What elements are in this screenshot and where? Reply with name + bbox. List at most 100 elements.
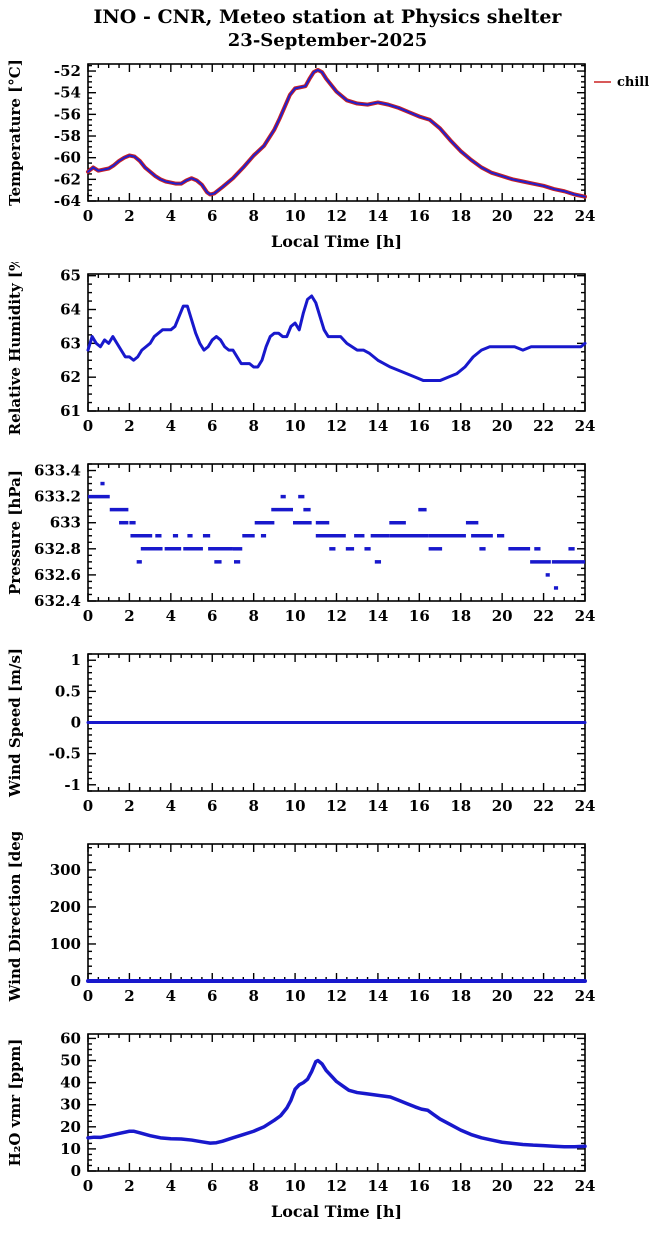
pressure-segments [88, 482, 585, 590]
y-tick-label: 633.2 [34, 488, 81, 506]
x-tick-label: 0 [83, 1177, 93, 1195]
chart-temperature: -64-62-60-58-56-54-520 2 4 6 8 10 12 14 16 18 20 22… [6, 59, 649, 251]
chart-title-line2: 23-September-2025 [227, 29, 428, 51]
plot-border [87, 273, 586, 413]
x-tick-label: 14 [367, 607, 388, 625]
y-tick-label: 65 [60, 267, 81, 285]
plot-border [87, 1033, 586, 1173]
x-tick-label: 22 [533, 797, 554, 815]
x-tick-label: 6 [207, 417, 217, 435]
x-tick-label: 18 [450, 987, 471, 1005]
x-tick-label: 2 [124, 987, 134, 1005]
panel-relative-humidity: 61 62 63 64 65 0 2 4 6 8 10 12 14 16 18 20 22 24 Relative … [0, 262, 655, 438]
y-tick-label: 100 [50, 935, 81, 953]
x-tick-label: 2 [124, 1177, 134, 1195]
chart-title: INO - CNR, Meteo station at Physics shel… [0, 0, 655, 52]
y-tick-label: -64 [54, 192, 81, 210]
x-tick-label: 8 [248, 987, 258, 1005]
chart-title-line1: INO - CNR, Meteo station at Physics shel… [93, 6, 562, 28]
x-tick-label: 24 [575, 987, 596, 1005]
x-tick-label: 20 [492, 1177, 513, 1195]
y-axis-label: Relative Humidity [%] [6, 262, 24, 435]
y-tick-label: -60 [54, 149, 81, 167]
y-tick-label: 50 [60, 1052, 81, 1070]
x-tick-label: 8 [248, 607, 258, 625]
x-tick-label: 22 [533, 207, 554, 225]
x-tick-label: 4 [166, 417, 176, 435]
plot-border [87, 463, 586, 603]
x-tick-label: 16 [409, 1177, 430, 1195]
x-tick-label: 8 [248, 797, 258, 815]
x-tick-label: 18 [450, 797, 471, 815]
x-tick-label: 6 [207, 607, 217, 625]
x-tick-label: 2 [124, 607, 134, 625]
x-tick-label: 24 [575, 417, 596, 435]
y-axis-label: Temperature [°C] [6, 59, 24, 206]
x-tick-label: 10 [285, 607, 306, 625]
series-line-temperature [87, 69, 586, 198]
x-tick-label: 10 [285, 417, 306, 435]
plot-border [87, 63, 586, 203]
x-tick-label: 24 [575, 1177, 596, 1195]
x-tick-label: 2 [124, 207, 134, 225]
x-tick-label: 6 [207, 987, 217, 1005]
x-tick-label: 14 [367, 1177, 388, 1195]
x-tick-label: 10 [285, 797, 306, 815]
x-tick-label: 18 [450, 1177, 471, 1195]
y-tick-label: 40 [60, 1074, 81, 1092]
y-tick-label: 61 [60, 402, 81, 420]
y-tick-label: -1 [64, 776, 81, 794]
x-tick-label: 4 [166, 607, 176, 625]
y-tick-label: -54 [54, 84, 81, 102]
y-tick-label: 0 [71, 972, 81, 990]
x-tick-label: 14 [367, 797, 388, 815]
y-axis-label: Wind Speed [m/s] [6, 648, 24, 798]
x-tick-label: 2 [124, 797, 134, 815]
x-tick-label: 10 [285, 987, 306, 1005]
x-tick-label: 0 [83, 797, 93, 815]
y-tick-label: 200 [50, 898, 81, 916]
y-tick-label: 632.6 [34, 566, 81, 584]
series-line-humidity [86, 294, 587, 383]
x-tick-label: 12 [326, 417, 347, 435]
x-tick-label: 24 [575, 607, 596, 625]
x-tick-label: 4 [166, 1177, 176, 1195]
x-tick-label: 10 [285, 207, 306, 225]
x-tick-label: 22 [533, 417, 554, 435]
y-axis-label: H₂O vmr [ppm] [6, 1039, 24, 1167]
x-tick-label: 18 [450, 607, 471, 625]
x-tick-label: 20 [492, 607, 513, 625]
x-tick-label: 16 [409, 797, 430, 815]
x-axis-label: Local Time [h] [271, 1202, 402, 1221]
x-tick-label: 4 [166, 797, 176, 815]
x-tick-label: 12 [326, 1177, 347, 1195]
y-tick-label: 20 [60, 1118, 81, 1136]
x-tick-label: 22 [533, 1177, 554, 1195]
x-tick-label: 0 [83, 207, 93, 225]
legend-chill-label: chill [617, 75, 649, 90]
x-tick-label: 16 [409, 417, 430, 435]
y-tick-label: 0.5 [55, 683, 81, 701]
y-tick-label: -52 [54, 62, 81, 80]
x-tick-label: 2 [124, 417, 134, 435]
x-tick-label: 8 [248, 417, 258, 435]
y-tick-label: -58 [54, 127, 81, 145]
y-tick-label: -62 [54, 171, 81, 189]
x-tick-label: 0 [83, 607, 93, 625]
x-tick-label: 0 [83, 987, 93, 1005]
x-tick-label: 8 [248, 207, 258, 225]
panel-wind-speed: -1 -0.5 0 0.5 1 0 2 4 6 8 10 12 14 16 18 20 22 24 Wind Spe… [0, 642, 655, 818]
x-tick-label: 4 [166, 207, 176, 225]
x-tick-label: 12 [326, 797, 347, 815]
x-tick-label: 8 [248, 1177, 258, 1195]
x-tick-label: 20 [492, 987, 513, 1005]
y-tick-label: -56 [54, 106, 81, 124]
y-tick-label: -0.5 [49, 745, 81, 763]
x-tick-label: 22 [533, 987, 554, 1005]
plot-border [87, 843, 586, 983]
x-tick-label: 16 [409, 987, 430, 1005]
